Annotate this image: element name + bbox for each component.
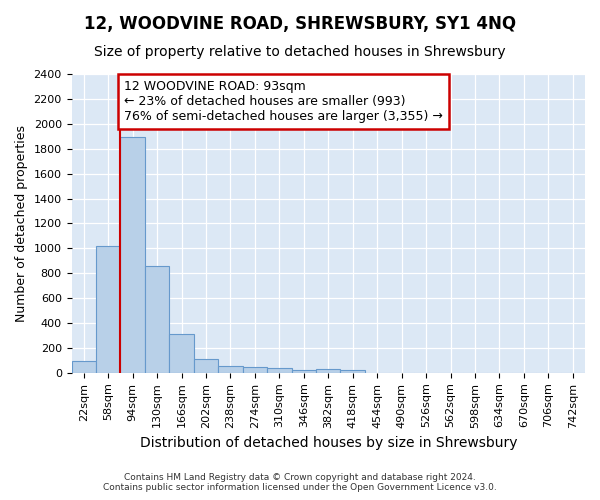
Text: 12, WOODVINE ROAD, SHREWSBURY, SY1 4NQ: 12, WOODVINE ROAD, SHREWSBURY, SY1 4NQ xyxy=(84,15,516,33)
Bar xyxy=(194,358,218,373)
Bar xyxy=(218,366,242,373)
Bar xyxy=(145,266,169,373)
Bar xyxy=(292,370,316,373)
X-axis label: Distribution of detached houses by size in Shrewsbury: Distribution of detached houses by size … xyxy=(140,436,517,450)
Text: Size of property relative to detached houses in Shrewsbury: Size of property relative to detached ho… xyxy=(94,45,506,59)
Bar xyxy=(267,368,292,373)
Bar xyxy=(340,370,365,373)
Y-axis label: Number of detached properties: Number of detached properties xyxy=(15,125,28,322)
Text: 12 WOODVINE ROAD: 93sqm
← 23% of detached houses are smaller (993)
76% of semi-d: 12 WOODVINE ROAD: 93sqm ← 23% of detache… xyxy=(124,80,443,123)
Bar xyxy=(96,246,121,373)
Bar xyxy=(169,334,194,373)
Bar xyxy=(121,138,145,373)
Text: Contains HM Land Registry data © Crown copyright and database right 2024.
Contai: Contains HM Land Registry data © Crown c… xyxy=(103,473,497,492)
Bar xyxy=(71,361,96,373)
Bar xyxy=(316,369,340,373)
Bar xyxy=(242,367,267,373)
